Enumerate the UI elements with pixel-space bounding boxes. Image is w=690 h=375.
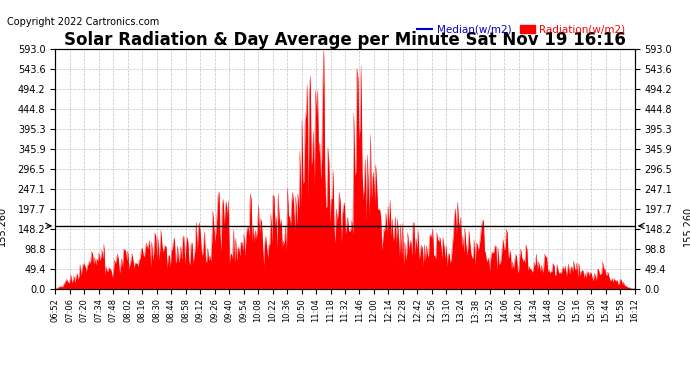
Text: Copyright 2022 Cartronics.com: Copyright 2022 Cartronics.com [7,17,159,27]
Legend: Median(w/m2), Radiation(w/m2): Median(w/m2), Radiation(w/m2) [413,20,629,39]
Text: 155.260: 155.260 [682,206,690,246]
Text: 155.260: 155.260 [0,206,8,246]
Title: Solar Radiation & Day Average per Minute Sat Nov 19 16:16: Solar Radiation & Day Average per Minute… [64,31,626,49]
